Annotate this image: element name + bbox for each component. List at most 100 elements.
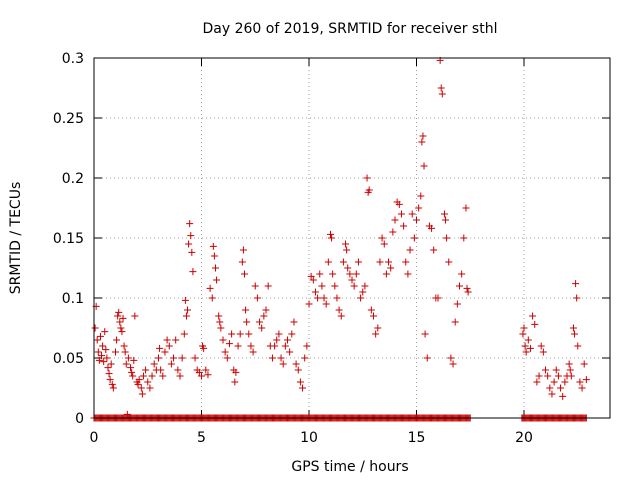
data-point bbox=[318, 282, 326, 290]
data-point bbox=[333, 294, 341, 302]
data-point bbox=[142, 366, 150, 374]
data-point bbox=[314, 294, 322, 302]
data-point bbox=[91, 324, 99, 332]
data-point bbox=[94, 348, 102, 356]
data-point bbox=[102, 346, 110, 354]
data-point bbox=[301, 354, 309, 362]
data-point bbox=[440, 210, 448, 218]
data-point bbox=[241, 270, 248, 278]
data-point bbox=[200, 344, 208, 352]
data-point bbox=[115, 308, 123, 316]
data-point bbox=[571, 330, 579, 338]
data-point bbox=[105, 370, 113, 378]
data-point bbox=[309, 276, 317, 284]
data-point bbox=[397, 210, 405, 218]
data-point bbox=[138, 390, 146, 398]
data-point bbox=[181, 296, 189, 304]
data-point bbox=[419, 132, 427, 140]
y-tick-label: 0.1 bbox=[62, 291, 84, 307]
data-point bbox=[324, 258, 332, 266]
data-point bbox=[209, 242, 217, 250]
y-axis-label: SRMTID / TECUs bbox=[8, 182, 24, 295]
data-point bbox=[113, 336, 121, 344]
data-point bbox=[186, 220, 194, 228]
data-point bbox=[124, 354, 132, 362]
data-point bbox=[292, 360, 300, 368]
data-point bbox=[189, 268, 197, 276]
data-point bbox=[391, 216, 399, 224]
data-point bbox=[561, 378, 569, 386]
data-point bbox=[370, 312, 377, 320]
data-point bbox=[112, 348, 119, 356]
data-point bbox=[582, 376, 590, 384]
data-point bbox=[216, 318, 224, 326]
data-point bbox=[519, 330, 527, 338]
data-point bbox=[130, 356, 138, 364]
data-point bbox=[451, 318, 459, 326]
data-point bbox=[299, 384, 307, 392]
data-point bbox=[253, 294, 261, 302]
y-tick-label: 0.3 bbox=[62, 51, 84, 67]
data-point bbox=[163, 336, 171, 344]
data-point bbox=[294, 366, 302, 374]
data-point bbox=[535, 372, 543, 380]
data-point bbox=[311, 288, 319, 296]
data-point bbox=[418, 138, 426, 146]
data-point bbox=[202, 366, 210, 374]
data-point bbox=[554, 372, 562, 380]
data-point bbox=[251, 282, 259, 290]
data-point bbox=[238, 258, 246, 266]
data-point bbox=[100, 358, 108, 366]
data-point bbox=[402, 258, 410, 266]
data-point bbox=[456, 282, 463, 290]
data-point bbox=[264, 282, 272, 290]
data-point bbox=[260, 312, 268, 320]
data-point bbox=[188, 248, 196, 256]
data-point bbox=[342, 240, 350, 248]
data-point bbox=[206, 284, 214, 292]
data-point bbox=[165, 342, 173, 350]
data-point bbox=[178, 354, 186, 362]
data-point bbox=[367, 306, 375, 314]
x-tick-label: 5 bbox=[197, 430, 206, 446]
data-point bbox=[520, 324, 528, 332]
data-point bbox=[372, 330, 380, 338]
data-point bbox=[316, 270, 324, 278]
data-point bbox=[239, 246, 247, 254]
data-point bbox=[228, 330, 236, 338]
data-point bbox=[565, 360, 573, 368]
data-point bbox=[529, 312, 537, 320]
data-point bbox=[526, 344, 534, 352]
data-point bbox=[404, 270, 412, 278]
data-point bbox=[184, 306, 192, 314]
data-point bbox=[191, 354, 199, 362]
data-point bbox=[573, 294, 581, 302]
data-point bbox=[462, 204, 470, 212]
data-point bbox=[139, 372, 147, 380]
data-point bbox=[101, 328, 109, 336]
data-point bbox=[303, 342, 311, 350]
data-point bbox=[533, 378, 541, 386]
data-point bbox=[359, 288, 367, 296]
data-point bbox=[374, 324, 382, 332]
data-point bbox=[445, 258, 453, 266]
data-point bbox=[464, 288, 472, 296]
data-point bbox=[410, 234, 418, 242]
data-point bbox=[144, 378, 152, 386]
data-point bbox=[128, 368, 136, 376]
data-point bbox=[118, 328, 126, 336]
data-point bbox=[170, 354, 178, 362]
y-tick-label: 0.05 bbox=[53, 351, 84, 367]
x-tick-label: 15 bbox=[408, 430, 426, 446]
data-point bbox=[217, 324, 225, 332]
data-point bbox=[385, 258, 393, 266]
data-point bbox=[546, 384, 554, 392]
data-point bbox=[363, 174, 371, 182]
data-point bbox=[288, 330, 296, 338]
data-point bbox=[176, 372, 184, 380]
data-point bbox=[322, 300, 330, 308]
data-point bbox=[167, 360, 175, 368]
x-tick-label: 10 bbox=[300, 430, 318, 446]
data-point bbox=[537, 342, 545, 350]
y-tick-label: 0.2 bbox=[62, 171, 84, 187]
